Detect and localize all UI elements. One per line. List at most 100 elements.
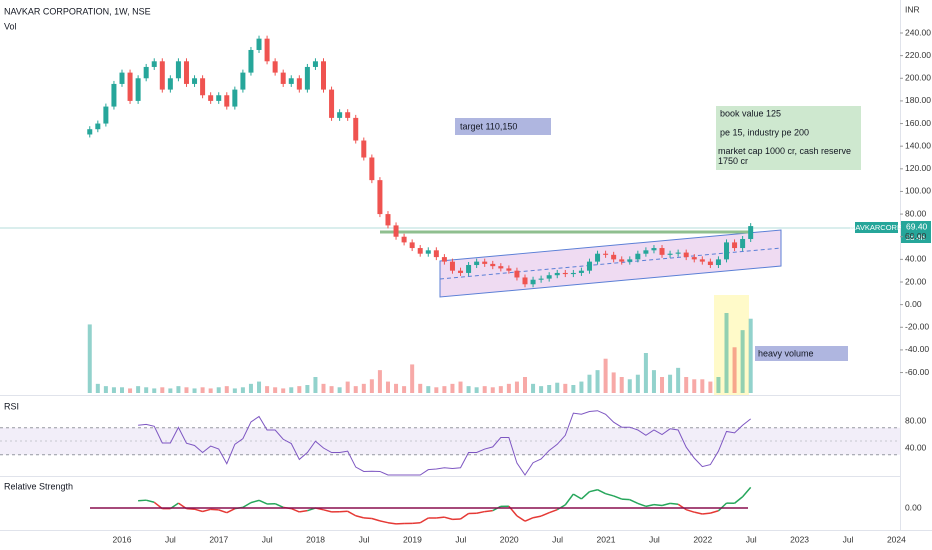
candle <box>167 78 173 90</box>
volume-bar <box>635 374 640 393</box>
candle <box>353 117 359 141</box>
volume-bar <box>345 381 350 393</box>
volume-bar <box>305 385 310 393</box>
rs-segment <box>629 498 639 505</box>
candle <box>151 61 157 67</box>
note-wrap: market cap 1000 cr, cash reserve 1750 cr <box>718 146 851 166</box>
candle <box>707 261 713 266</box>
candle <box>683 252 689 258</box>
volume-bar <box>611 372 616 393</box>
rs-segment <box>347 510 357 517</box>
rs-segment <box>419 517 429 524</box>
volume-bar <box>498 386 503 393</box>
y-tick-label: 100.00 <box>905 186 931 196</box>
candle <box>458 270 464 273</box>
rsi-tick-label: 40.00 <box>905 442 927 452</box>
rs-segment <box>299 509 308 513</box>
target-box <box>455 118 551 135</box>
candle <box>240 72 246 90</box>
volume-bar <box>579 381 584 393</box>
candle <box>514 270 520 278</box>
volume-bar <box>144 387 149 393</box>
rs-segment <box>742 486 752 498</box>
y-tick-label: 0.00 <box>905 299 922 309</box>
rs-tick-label: 0.00 <box>905 502 922 512</box>
y-tick-label: 80.00 <box>905 208 927 218</box>
candle <box>570 272 576 275</box>
y-tick-label: 220.00 <box>905 50 931 60</box>
y-tick-label: 160.00 <box>905 118 931 128</box>
x-tick-label: 2022 <box>693 534 712 544</box>
rs-segment <box>274 503 284 509</box>
x-tick-label: Jul <box>165 534 176 544</box>
rs-segment <box>637 502 647 508</box>
volume-bar <box>192 388 197 393</box>
volume-bar <box>660 377 665 393</box>
volume-bar <box>466 386 471 393</box>
rs-segment <box>532 515 542 519</box>
volume-bar <box>208 388 213 393</box>
volume-bar <box>410 364 415 393</box>
volume-bar <box>668 374 673 393</box>
candle <box>546 275 552 279</box>
volume-bar <box>450 383 455 393</box>
rs-segment <box>734 496 744 504</box>
volume-bar <box>289 387 294 393</box>
volume-bar <box>587 374 592 393</box>
candle <box>385 214 391 226</box>
symbol-tag-text: NAVKARCORP <box>850 223 902 232</box>
price-tag-text: 69.40 <box>906 221 928 231</box>
candle <box>111 83 117 107</box>
x-tick-label: Jul <box>359 534 370 544</box>
candle <box>361 140 367 158</box>
candle <box>675 252 681 254</box>
candle <box>95 123 101 130</box>
candle <box>627 259 633 262</box>
volume-bar <box>474 387 479 393</box>
channel-mid <box>439 247 782 280</box>
candle <box>159 61 165 90</box>
candle <box>337 112 343 118</box>
symbol-tag <box>855 222 898 233</box>
volume-bar <box>716 377 721 393</box>
volume-bar <box>216 387 221 393</box>
volume-bar <box>595 370 600 393</box>
countdown: 2d 4h <box>906 233 925 242</box>
rs-segment <box>258 499 268 505</box>
rs-segment <box>613 495 622 500</box>
candle <box>425 250 431 254</box>
candle <box>401 236 407 243</box>
rs-segment <box>540 511 550 517</box>
volume-bar <box>563 383 568 393</box>
volume-bar <box>748 318 753 393</box>
candle <box>699 259 705 262</box>
candle <box>143 66 149 79</box>
volume-bar <box>418 383 423 393</box>
rs-segment <box>572 493 582 500</box>
rs-segment <box>387 521 397 525</box>
volume-bar <box>248 383 253 393</box>
rs-segment <box>685 508 695 513</box>
volume-bar <box>136 386 141 393</box>
rs-segment <box>597 489 606 495</box>
candle <box>192 78 198 84</box>
candle <box>466 265 472 273</box>
y-tick-label: 200.00 <box>905 73 931 83</box>
volume-bar <box>257 381 262 393</box>
rs-segment <box>250 499 260 504</box>
rs-segment <box>677 503 687 511</box>
volume-bar <box>168 388 173 393</box>
rs-segment <box>484 509 493 513</box>
rs-segment <box>290 507 300 513</box>
candle <box>441 257 447 262</box>
volume-bar <box>426 386 431 393</box>
candle <box>200 78 206 96</box>
candle <box>433 250 439 258</box>
candle <box>691 257 697 260</box>
candle <box>578 270 584 273</box>
volume-bar <box>329 386 334 393</box>
volume-bar <box>700 379 705 393</box>
candle <box>329 89 335 118</box>
volume-bar <box>603 358 608 393</box>
